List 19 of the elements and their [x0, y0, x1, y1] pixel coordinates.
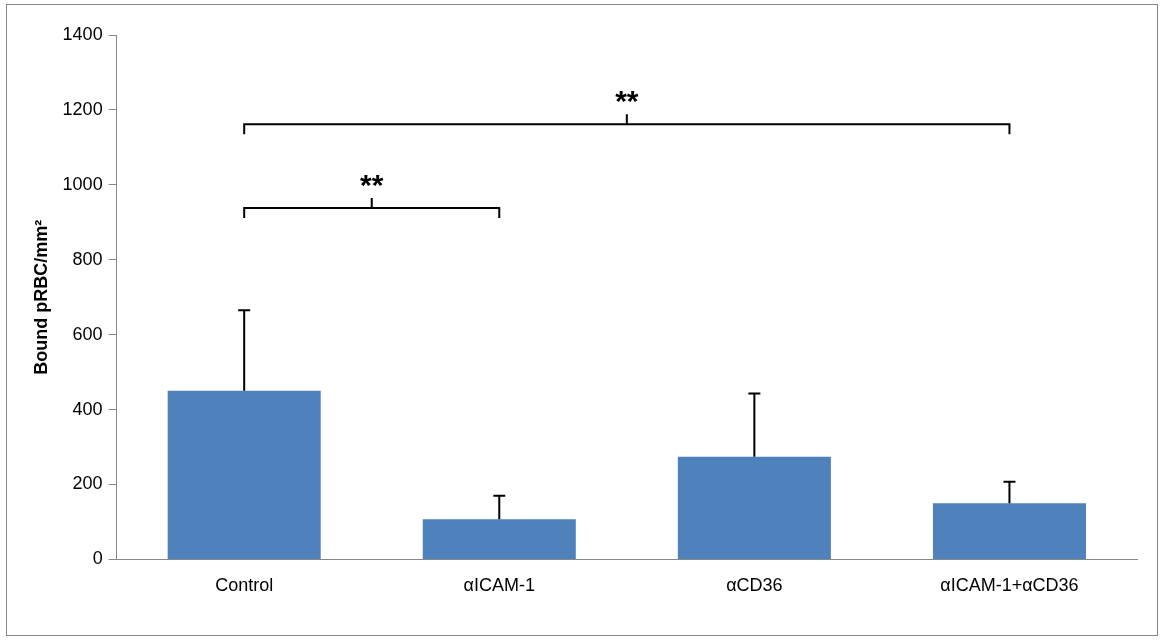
y-tick-label: 1200 [62, 98, 103, 119]
y-tick-label: 0 [92, 548, 103, 569]
x-tick-label: Control [215, 575, 274, 596]
annotation: ** [360, 168, 384, 202]
y-tick-label: 200 [72, 473, 103, 494]
y-axis-title: Bound pRBC/mm² [30, 219, 51, 375]
bar [422, 519, 576, 559]
bar [932, 503, 1086, 559]
annotation: ** [615, 84, 639, 118]
x-tick-label: αICAM-1 [463, 575, 535, 596]
y-tick-label: 800 [72, 248, 103, 269]
y-tick-label: 400 [72, 398, 103, 419]
y-tick-label: 600 [72, 323, 103, 344]
bar [167, 390, 321, 559]
x-tick-label: αICAM-1+αCD36 [940, 575, 1079, 596]
y-tick-label: 1400 [62, 23, 103, 44]
bar [677, 456, 831, 559]
y-tick-label: 1000 [62, 173, 103, 194]
x-tick-label: αCD36 [726, 575, 783, 596]
